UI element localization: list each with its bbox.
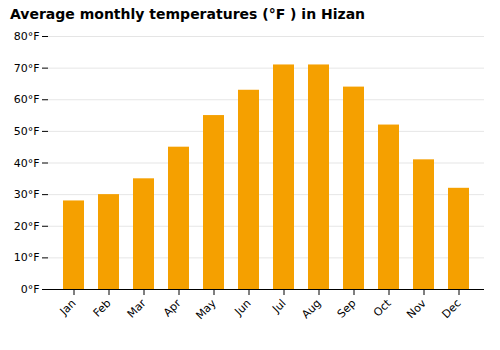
svg-text:60°F: 60°F (14, 93, 40, 106)
svg-text:50°F: 50°F (14, 125, 40, 138)
svg-text:30°F: 30°F (14, 188, 40, 201)
svg-text:Feb: Feb (91, 297, 114, 320)
svg-text:10°F: 10°F (14, 251, 40, 264)
svg-text:Sep: Sep (335, 297, 359, 321)
svg-text:Jul: Jul (269, 297, 288, 316)
svg-text:80°F: 80°F (14, 30, 40, 43)
svg-text:20°F: 20°F (14, 220, 40, 233)
svg-text:Mar: Mar (125, 296, 149, 320)
svg-text:Aug: Aug (299, 297, 323, 321)
svg-text:Apr: Apr (161, 296, 184, 319)
svg-text:Nov: Nov (404, 296, 429, 321)
svg-text:Jan: Jan (57, 297, 79, 319)
html-text:Average monthly temperatures (: Average monthly temperatures (°F ) in Hi… (10, 6, 366, 22)
svg-text:May: May (193, 296, 219, 322)
svg-text:Jun: Jun (232, 297, 254, 319)
svg-text:Dec: Dec (439, 297, 463, 321)
svg-text:0°F: 0°F (21, 283, 40, 296)
svg-text:40°F: 40°F (14, 157, 40, 170)
svg-text:Oct: Oct (371, 296, 394, 319)
svg-text:70°F: 70°F (14, 62, 40, 75)
